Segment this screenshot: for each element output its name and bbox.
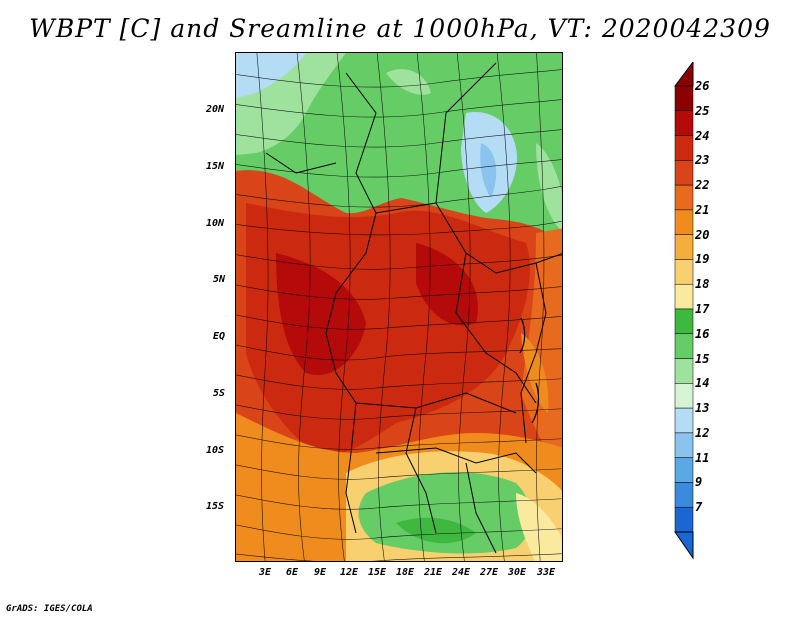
legend-swatch: [674, 308, 694, 335]
map-panel: [235, 52, 563, 562]
lat-label-20n: 20N: [206, 104, 225, 115]
lon-label-15e: 15E: [367, 567, 387, 578]
lat-label-15s: 15S: [206, 501, 225, 512]
lat-label-10s: 10S: [206, 445, 225, 456]
legend-swatch: [674, 457, 694, 483]
legend-swatch: [674, 110, 694, 136]
legend-swatch: [674, 160, 694, 186]
legend-label: 13: [695, 401, 710, 416]
lon-label-6e: 6E: [285, 567, 299, 578]
triangle-up-icon: [674, 62, 694, 87]
lat-label-5n: 5N: [213, 274, 226, 285]
legend-swatch: [674, 85, 694, 112]
legend-label: 15: [695, 351, 710, 366]
lat-label-10n: 10N: [206, 218, 225, 229]
legend-label: 26: [695, 79, 710, 93]
lat-label-15n: 15N: [206, 161, 225, 172]
triangle-down-icon: [674, 531, 694, 560]
legend-label: 14: [695, 376, 710, 391]
legend-label: 22: [695, 178, 710, 193]
grads-credit: GrADS: IGES/COLA: [6, 604, 93, 614]
legend-label: 12: [695, 425, 710, 440]
legend-label: 20: [695, 227, 710, 242]
legend-label: 23: [695, 153, 710, 168]
lon-label-30e: 30E: [507, 567, 527, 578]
legend-label: 16: [695, 326, 710, 341]
legend-label: 21: [695, 202, 710, 217]
legend-swatch: [674, 432, 694, 458]
lon-label-21e: 21E: [423, 567, 443, 578]
legend-swatch: [674, 283, 694, 310]
legend-swatch: [674, 209, 694, 235]
lon-label-18e: 18E: [395, 567, 415, 578]
legend-label: 25: [695, 103, 710, 118]
legend-label: 17: [695, 302, 710, 316]
legend-swatch: [674, 184, 694, 211]
legend-label: 11: [695, 450, 710, 465]
lat-label-eq: EQ: [213, 331, 226, 342]
lon-label-24e: 24E: [451, 567, 471, 578]
map-title: WBPT [C] and Sreamline at 1000hPa, VT: 2…: [29, 14, 771, 43]
legend-swatch: [674, 358, 694, 384]
wbpt-field: [236, 53, 562, 561]
lon-label-3e: 3E: [258, 567, 272, 578]
colorbar-legend: [674, 62, 694, 560]
legend-swatch: [674, 383, 694, 409]
legend-label: 19: [695, 252, 710, 267]
lon-label-12e: 12E: [339, 567, 359, 578]
legend-label: 9: [695, 475, 703, 490]
legend-label: 24: [695, 128, 710, 143]
legend-swatch: [674, 259, 694, 285]
legend-swatch: [674, 407, 694, 434]
lon-label-33e: 33E: [536, 567, 556, 578]
legend-swatch: [674, 506, 694, 533]
legend-swatch: [674, 333, 694, 359]
lon-label-9e: 9E: [313, 567, 327, 578]
lon-label-27e: 27E: [479, 567, 499, 578]
legend-label: 7: [695, 500, 703, 515]
lat-label-5s: 5S: [213, 388, 226, 399]
legend-label: 18: [695, 277, 710, 292]
legend-swatch: [674, 135, 694, 161]
legend-swatch: [674, 234, 694, 260]
legend-swatch: [674, 482, 694, 508]
